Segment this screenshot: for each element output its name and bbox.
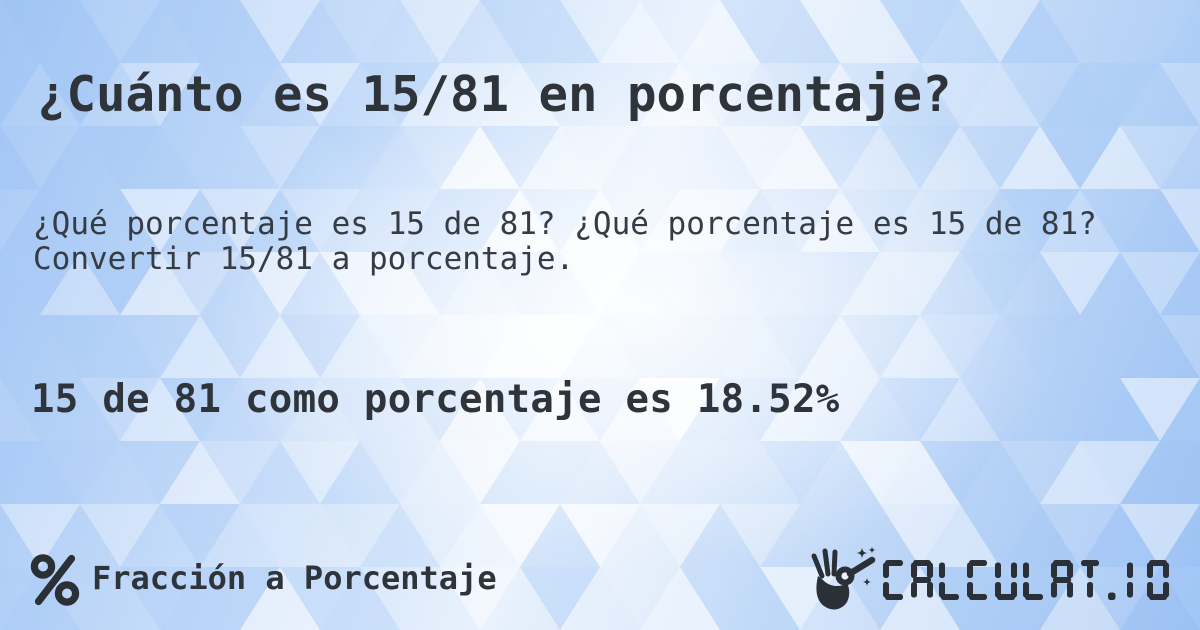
brand-logo-text	[883, 560, 1169, 600]
category-group: Fracción a Porcentaje	[30, 553, 497, 607]
percent-icon	[30, 554, 80, 606]
page-title: ¿Cuánto es 15/81 en porcentaje?	[37, 65, 952, 123]
question-description: ¿Qué porcentaje es 15 de 81? ¿Qué porcen…	[33, 206, 1097, 277]
hand-magic-wand-icon	[811, 547, 876, 610]
brand-logo	[809, 547, 1175, 613]
footer-bar: Fracción a Porcentaje	[0, 538, 1200, 630]
result-statement: 15 de 81 como porcentaje es 18.52%	[31, 377, 840, 422]
category-label: Fracción a Porcentaje	[92, 559, 497, 597]
